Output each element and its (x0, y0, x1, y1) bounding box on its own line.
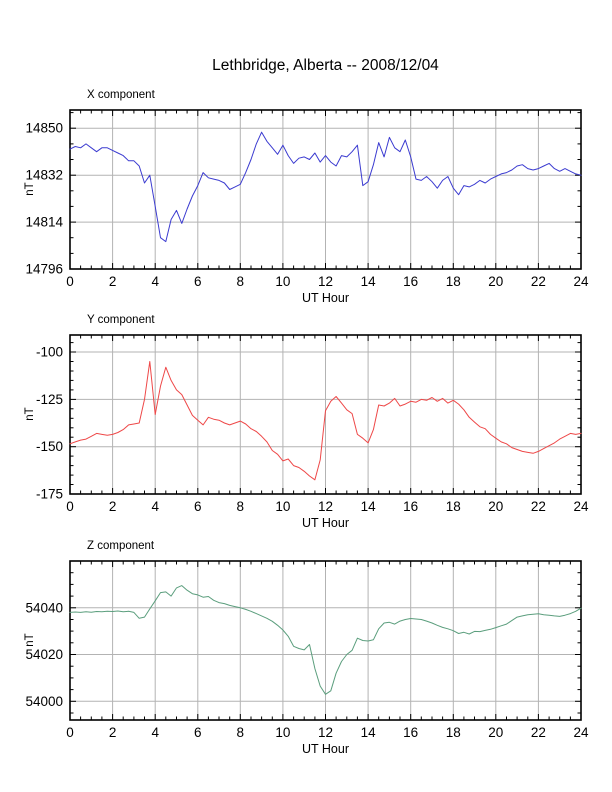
x-axis-label-x-component: UT Hour (301, 291, 349, 305)
x-tick-label: 18 (446, 499, 461, 514)
x-tick-label: 18 (446, 274, 461, 289)
y-tick-label: -125 (36, 392, 63, 407)
page-title: Lethbridge, Alberta -- 2008/12/04 (212, 57, 439, 74)
x-tick-label: 20 (488, 725, 503, 740)
chart-title-z-component: Z component (87, 540, 155, 552)
x-tick-label: 8 (237, 725, 245, 740)
y-tick-label: 54040 (25, 600, 63, 615)
x-tick-label: 12 (318, 274, 333, 289)
x-tick-label: 14 (361, 274, 377, 289)
y-component-line (69, 361, 582, 481)
x-axis-label-z-component: UT Hour (301, 742, 349, 756)
x-tick-label: 12 (318, 499, 333, 514)
x-tick-label: 24 (573, 274, 589, 289)
x-tick-label: 20 (488, 499, 503, 514)
x-tick-label: 6 (194, 499, 202, 514)
x-tick-label: 10 (275, 274, 290, 289)
x-tick-label: 2 (109, 274, 117, 289)
x-tick-label: 2 (109, 499, 117, 514)
z-component-line (69, 585, 582, 695)
x-component-line (69, 131, 582, 243)
chart-title-y-component: Y component (87, 314, 155, 326)
x-tick-label: 4 (151, 274, 159, 289)
x-tick-label: 22 (531, 499, 546, 514)
y-tick-label: 54000 (25, 694, 63, 709)
x-tick-label: 0 (66, 725, 74, 740)
x-tick-label: 6 (194, 274, 202, 289)
y-axis-label-z-component: nT (24, 633, 36, 647)
y-tick-label: 54020 (25, 647, 63, 662)
x-tick-label: 0 (66, 274, 74, 289)
x-tick-label: 22 (531, 274, 546, 289)
y-tick-label: -175 (36, 487, 63, 502)
x-tick-label: 18 (446, 725, 461, 740)
x-tick-label: 8 (237, 499, 245, 514)
y-tick-label: 14832 (25, 168, 63, 183)
x-tick-label: 16 (403, 499, 418, 514)
x-axis-label-y-component: UT Hour (301, 516, 349, 530)
x-tick-label: 4 (151, 499, 159, 514)
x-tick-label: 8 (237, 274, 245, 289)
x-tick-label: 16 (403, 274, 418, 289)
x-tick-label: 4 (151, 725, 159, 740)
y-tick-label: 14814 (25, 215, 63, 230)
y-tick-label: -150 (36, 439, 63, 454)
x-tick-label: 14 (361, 499, 377, 514)
x-tick-label: 22 (531, 725, 546, 740)
x-tick-label: 16 (403, 725, 418, 740)
chart-title-x-component: X component (87, 89, 155, 101)
x-tick-label: 12 (318, 725, 333, 740)
y-axis-label-y-component: nT (24, 407, 36, 421)
x-tick-label: 2 (109, 725, 117, 740)
x-tick-label: 24 (573, 725, 589, 740)
x-tick-label: 6 (194, 725, 202, 740)
x-tick-label: 10 (275, 725, 290, 740)
x-tick-label: 24 (573, 499, 589, 514)
y-tick-label: 14850 (25, 121, 63, 136)
y-axis-label-x-component: nT (24, 182, 36, 196)
x-tick-label: 14 (361, 725, 377, 740)
y-tick-label: 14796 (25, 262, 63, 277)
y-tick-label: -100 (36, 345, 63, 360)
x-tick-label: 10 (275, 499, 290, 514)
x-tick-label: 20 (488, 274, 503, 289)
x-tick-label: 0 (66, 499, 74, 514)
